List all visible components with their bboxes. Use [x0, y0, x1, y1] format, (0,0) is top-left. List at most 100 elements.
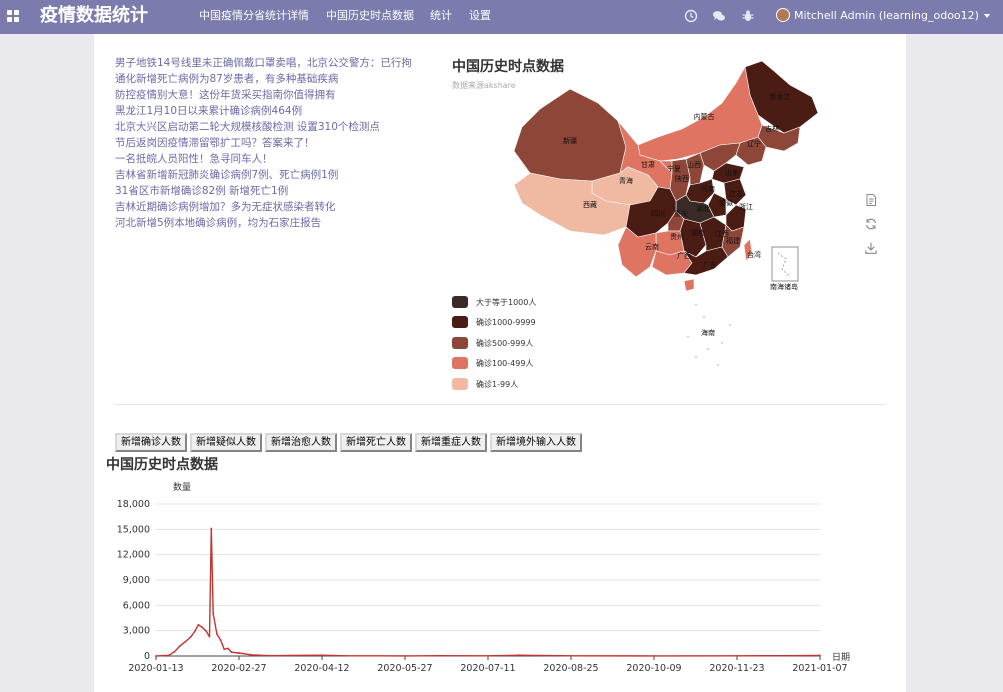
province-label: 宁夏	[667, 164, 681, 173]
news-list: 男子地铁14号线里未正确佩戴口罩卖唱，北京公交警方：已行拘 通化新增死亡病例为8…	[115, 55, 425, 231]
data-point	[819, 654, 821, 657]
region-jiangsu[interactable]	[723, 178, 747, 206]
map-legend: 大于等于1000人 确诊1000-9999 确诊500-999人 确诊100-4…	[452, 295, 536, 397]
province-label: 浙江	[739, 202, 753, 211]
region-xinjiang[interactable]	[513, 88, 627, 182]
avatar	[776, 8, 790, 22]
restore-icon[interactable]	[864, 217, 878, 231]
region-taiwan[interactable]	[743, 238, 753, 262]
menu-history-data[interactable]: 中国历史时点数据	[326, 9, 414, 22]
chevron-down-icon	[984, 14, 990, 18]
bug-icon[interactable]	[741, 9, 755, 23]
menu-province-details[interactable]: 中国疫情分省统计详情	[199, 9, 309, 22]
news-link[interactable]: 节后返岗因疫情滞留鄂扩工吗？答案来了！	[115, 137, 315, 149]
news-link[interactable]: 防控疫情别大意！这份年货采买指南你值得拥有	[115, 89, 336, 101]
section-divider	[115, 404, 885, 405]
legend-item[interactable]: 确诊1-99人	[452, 377, 536, 397]
chat-icon[interactable]	[712, 9, 726, 23]
x-tick-label: 2021-01-07	[792, 663, 847, 674]
y-tick-label: 9,000	[123, 575, 150, 586]
x-tick-label: 2020-02-27	[211, 663, 266, 674]
province-label: 内蒙古	[694, 112, 715, 121]
user-name: Mitchell Admin (learning_odoo12)	[794, 9, 979, 22]
province-label: 辽宁	[747, 139, 761, 148]
clock-icon[interactable]	[684, 9, 698, 23]
region-neimenggu[interactable]	[637, 66, 763, 162]
new-severe-button[interactable]: 新增重症人数	[415, 433, 487, 452]
data-point	[173, 650, 176, 653]
province-label: 重庆	[674, 209, 688, 218]
menu-statistics[interactable]: 统计	[430, 9, 452, 22]
data-point	[210, 527, 213, 530]
province-label: 黑龙江	[770, 92, 791, 101]
new-confirmed-button[interactable]: 新增确诊人数	[115, 433, 187, 452]
region-guangdong[interactable]	[683, 246, 729, 276]
y-tick-label: 12,000	[117, 550, 150, 561]
region-hainan[interactable]	[683, 278, 695, 292]
new-suspected-button[interactable]: 新增疑似人数	[190, 433, 262, 452]
map-subtitle: 数据来源akshare	[452, 81, 516, 90]
region-hebei-beijing[interactable]	[699, 142, 741, 172]
data-point	[168, 654, 170, 657]
legend-label: 确诊500-999人	[476, 338, 534, 348]
legend-swatch	[452, 377, 468, 390]
south-sea-inset-dashes	[777, 252, 791, 278]
data-point	[216, 633, 218, 635]
line-chart: 数量 日期 0 3,000 6,000 9,000 12,000 15,000 18,000…	[117, 481, 850, 674]
apps-menu-icon[interactable]	[7, 10, 19, 22]
province-label: 广西	[677, 251, 691, 260]
data-point	[155, 655, 157, 657]
news-link[interactable]: 黑龙江1月10日以来累计确诊病例464例	[115, 105, 303, 117]
news-link[interactable]: 河北新增5例本地确诊病例，均为石家庄报告	[115, 217, 322, 229]
x-tick-label: 2020-11-23	[709, 663, 764, 674]
province-label: 吉林	[765, 124, 779, 133]
province-label: 湖北	[696, 204, 710, 213]
legend-label: 确诊1000-9999	[476, 318, 536, 328]
news-link[interactable]: 北京大兴区启动第二轮大规模核酸检测 设置310个检测点	[115, 121, 380, 133]
x-tick-label: 2020-10-09	[626, 663, 681, 674]
province-label: 四川	[651, 210, 665, 218]
y-tick-label: 15,000	[117, 524, 150, 535]
data-point	[204, 629, 207, 632]
new-death-button[interactable]: 新增死亡人数	[340, 433, 412, 452]
data-point	[184, 640, 187, 643]
news-link[interactable]: 吉林省新增新冠肺炎确诊病例7例、死亡病例1例	[115, 169, 339, 181]
series-button-group: 新增确诊人数 新增疑似人数 新增治愈人数 新增死亡人数 新增重症人数 新增境外输…	[115, 433, 585, 452]
province-label: 山西	[687, 160, 701, 169]
menu-settings[interactable]: 设置	[469, 9, 491, 22]
news-link[interactable]: 一名抵皖人员阳性！急寻同车人！	[115, 153, 273, 165]
legend-label: 确诊100-499人	[476, 359, 534, 369]
data-view-icon[interactable]	[864, 193, 878, 207]
map-title: 中国历史时点数据	[452, 59, 564, 75]
region-anhui[interactable]	[707, 192, 727, 218]
news-link[interactable]: 通化新增死亡病例为87岁患者，有多种基础疾病	[115, 73, 339, 85]
region-yunnan[interactable]	[617, 226, 657, 278]
new-imported-button[interactable]: 新增境外输入人数	[490, 433, 582, 452]
legend-item[interactable]: 确诊1000-9999	[452, 315, 536, 335]
news-link[interactable]: 男子地铁14号线里未正确佩戴口罩卖唱，北京公交警方：已行拘	[115, 57, 412, 69]
province-label: 海南	[701, 328, 715, 337]
province-label: 江苏	[729, 189, 743, 198]
data-point	[785, 654, 788, 657]
legend-item[interactable]: 确诊100-499人	[452, 356, 536, 376]
x-axis-label: 日期	[832, 652, 850, 663]
province-label: 福建	[726, 236, 740, 245]
legend-item[interactable]: 大于等于1000人	[452, 295, 536, 315]
data-point	[230, 651, 233, 654]
data-point	[190, 635, 192, 638]
data-point	[345, 654, 347, 657]
data-point	[238, 652, 240, 654]
app-brand[interactable]: 疫情数据统计	[40, 5, 148, 26]
new-cured-button[interactable]: 新增治愈人数	[265, 433, 337, 452]
download-icon[interactable]	[864, 241, 878, 255]
news-link[interactable]: 吉林近期确诊病例增加？多为无症状感染者转化	[115, 201, 336, 213]
legend-item[interactable]: 确诊500-999人	[452, 336, 536, 356]
y-tick-label: 3,000	[123, 626, 150, 637]
province-label: 山东	[725, 168, 739, 177]
legend-swatch	[452, 336, 468, 349]
news-link[interactable]: 31省区市新增确诊82例 新增死亡1例	[115, 185, 289, 197]
province-label: 陕西	[675, 174, 689, 183]
legend-label: 大于等于1000人	[476, 298, 537, 307]
china-map: 内蒙古 黑龙江 吉林 辽宁 新疆 甘肃 宁夏 山西 陕西 青海 西藏 四川 重庆…	[513, 60, 819, 366]
province-label: 湖南	[691, 228, 705, 237]
